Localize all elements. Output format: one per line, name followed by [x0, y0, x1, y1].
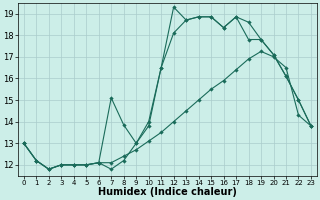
- X-axis label: Humidex (Indice chaleur): Humidex (Indice chaleur): [98, 187, 237, 197]
